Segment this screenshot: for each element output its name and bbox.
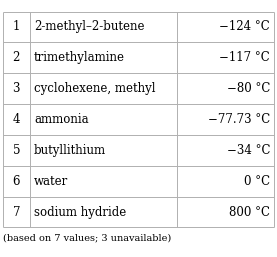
Text: (based on 7 values; 3 unavailable): (based on 7 values; 3 unavailable)	[3, 234, 171, 243]
Text: 1: 1	[13, 21, 20, 33]
Text: 7: 7	[12, 206, 20, 218]
Text: 0 °C: 0 °C	[244, 175, 270, 188]
Text: 3: 3	[12, 82, 20, 95]
Text: 800 °C: 800 °C	[229, 206, 270, 218]
Text: 5: 5	[12, 144, 20, 157]
Text: −77.73 °C: −77.73 °C	[208, 113, 270, 126]
Text: trimethylamine: trimethylamine	[34, 51, 125, 64]
Text: butyllithium: butyllithium	[34, 144, 106, 157]
Text: 2: 2	[13, 51, 20, 64]
Text: −117 °C: −117 °C	[219, 51, 270, 64]
Text: −124 °C: −124 °C	[219, 21, 270, 33]
Text: 4: 4	[12, 113, 20, 126]
Text: sodium hydride: sodium hydride	[34, 206, 126, 218]
Text: 6: 6	[12, 175, 20, 188]
Text: 2-methyl–2-butene: 2-methyl–2-butene	[34, 21, 145, 33]
Text: cyclohexene, methyl: cyclohexene, methyl	[34, 82, 156, 95]
Text: −80 °C: −80 °C	[227, 82, 270, 95]
Text: −34 °C: −34 °C	[227, 144, 270, 157]
Text: ammonia: ammonia	[34, 113, 89, 126]
Text: water: water	[34, 175, 68, 188]
